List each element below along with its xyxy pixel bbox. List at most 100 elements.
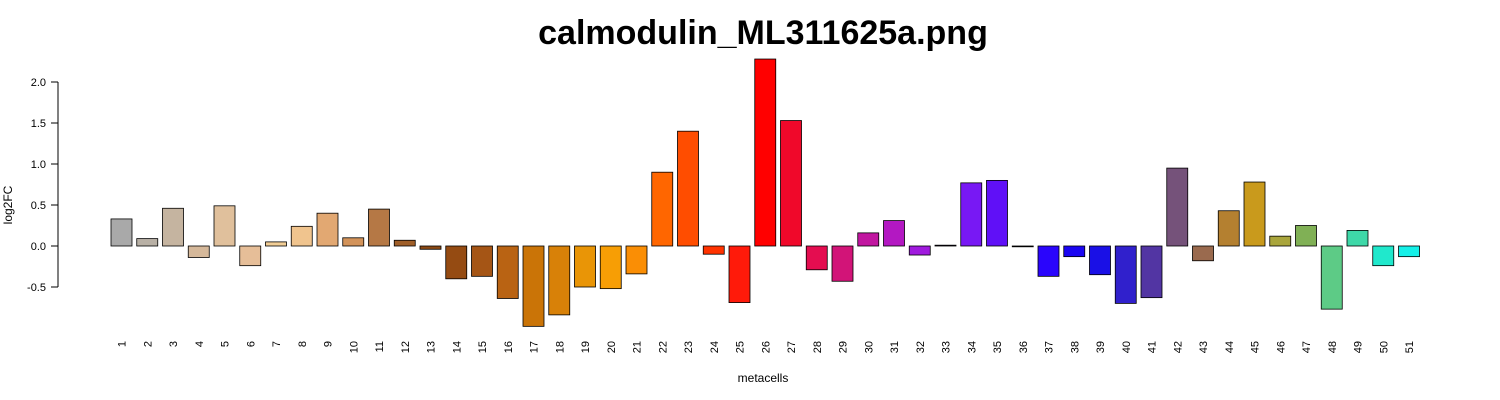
bar-metacell-11	[368, 208, 390, 247]
x-axis-label: metacells	[738, 371, 789, 385]
bar-metacell-3	[162, 207, 184, 247]
x-tick-label: 33	[941, 341, 953, 353]
bar-metacell-46	[1269, 235, 1292, 247]
x-tick-labels: 1 2 3 4 5 6 7 8 9 10 11 12 13 14 15 16 17 18 19 20 21 22 23 24 2…	[117, 341, 1417, 353]
bar-metacell-22	[651, 171, 674, 247]
x-tick-label: 26	[760, 341, 772, 353]
bar-metacell-28	[805, 245, 828, 271]
bar-metacell-29	[831, 245, 854, 282]
bar-metacell-15	[471, 245, 493, 277]
x-tick-label: 47	[1301, 341, 1313, 353]
bar-metacell-27	[780, 120, 802, 247]
bar-metacell-26	[754, 58, 777, 247]
x-tick-label: 34	[966, 341, 978, 353]
x-tick-label: 7	[271, 341, 283, 347]
bar-metacell-48	[1320, 245, 1343, 310]
y-tick-label: 0.0	[31, 241, 46, 253]
x-tick-label: 22	[657, 341, 669, 353]
bar-metacell-50	[1372, 245, 1395, 267]
x-tick-label: 13	[426, 341, 438, 353]
x-tick-label: 42	[1172, 341, 1184, 353]
x-tick-label: 6	[245, 341, 257, 347]
y-axis: -0.5 0.0 0.5 1.0 1.5 2.0	[27, 77, 59, 294]
y-tick-label: 1.5	[31, 118, 46, 130]
bar-metacell-8	[290, 225, 313, 247]
bar-metacell-37	[1037, 245, 1060, 277]
x-tick-label: 51	[1404, 341, 1416, 353]
bar-metacell-25	[728, 245, 751, 303]
x-tick-label: 41	[1147, 341, 1159, 353]
x-tick-label: 24	[709, 341, 721, 353]
x-tick-label: 2	[142, 341, 154, 347]
bar-metacell-13	[419, 245, 442, 250]
bar-metacell-24	[702, 245, 725, 255]
bar-metacell-19	[574, 245, 596, 288]
x-tick-label: 5	[220, 341, 232, 347]
bar-metacell-5	[213, 205, 236, 247]
x-tick-label: 11	[374, 341, 386, 352]
bar-metacell-40	[1114, 245, 1137, 304]
bar-metacell-4	[187, 245, 210, 258]
x-tick-label: 8	[297, 341, 309, 347]
x-tick-label: 15	[477, 341, 489, 353]
bar-metacell-12	[393, 239, 416, 247]
bar-metacell-14	[445, 245, 468, 280]
x-tick-label: 3	[168, 341, 180, 347]
bar-metacell-31	[883, 220, 905, 247]
x-tick-label: 29	[838, 341, 850, 353]
x-tick-label: 38	[1069, 341, 1081, 353]
bar-metacell-20	[599, 245, 622, 290]
x-tick-label: 40	[1121, 341, 1133, 353]
x-tick-label: 50	[1378, 341, 1390, 353]
bar-metacell-44	[1217, 210, 1240, 247]
bar-metacell-34	[960, 182, 983, 247]
x-tick-label: 10	[348, 341, 360, 353]
bar-metacell-2	[136, 238, 159, 247]
x-tick-label: 19	[580, 341, 592, 353]
bar-metacell-23	[677, 130, 699, 247]
bar-metacell-30	[857, 232, 880, 247]
bar-metacell-49	[1346, 230, 1369, 247]
x-tick-label: 31	[889, 341, 901, 353]
x-tick-label: 14	[451, 341, 463, 353]
y-tick-label: 0.5	[31, 200, 46, 212]
y-tick-label: -0.5	[27, 282, 46, 294]
x-tick-label: 23	[683, 341, 695, 353]
x-tick-label: 27	[786, 341, 798, 353]
bar-metacell-45	[1243, 181, 1266, 247]
x-tick-label: 21	[632, 341, 644, 353]
x-tick-label: 39	[1095, 341, 1107, 353]
bar-metacell-43	[1192, 245, 1214, 262]
x-tick-label: 45	[1250, 341, 1262, 353]
bar-metacell-41	[1140, 245, 1163, 299]
bar-metacell-47	[1295, 225, 1317, 247]
y-tick-label: 2.0	[31, 77, 46, 89]
x-tick-label: 43	[1198, 341, 1210, 353]
x-tick-label: 35	[992, 341, 1004, 353]
bar-metacell-16	[496, 245, 519, 299]
bar-metacell-32	[908, 245, 931, 256]
bar-metacell-17	[522, 245, 545, 327]
bar-metacell-51	[1398, 245, 1420, 258]
bar-metacell-9	[316, 212, 339, 247]
bar-metacell-10	[342, 237, 365, 247]
x-tick-label: 46	[1275, 341, 1287, 353]
x-tick-label: 48	[1327, 341, 1339, 353]
x-tick-label: 12	[400, 341, 412, 353]
x-tick-label: 37	[1044, 341, 1056, 353]
x-tick-label: 18	[554, 341, 566, 353]
x-tick-label: 25	[735, 341, 747, 353]
x-tick-label: 16	[503, 341, 515, 353]
chart-title: calmodulin_ML311625a.png	[538, 14, 988, 52]
bar-metacell-21	[625, 245, 648, 275]
x-tick-label: 1	[117, 341, 129, 347]
bar-metacell-33	[934, 244, 957, 247]
bar-metacell-36	[1011, 245, 1034, 248]
bar-metacell-42	[1166, 167, 1189, 247]
bar-metacell-1	[110, 218, 133, 247]
y-axis-label: log2FC	[1, 185, 15, 224]
bar-metacell-18	[548, 245, 571, 316]
bars-group	[110, 58, 1420, 327]
x-tick-label: 4	[194, 341, 206, 347]
bar-metacell-6	[239, 245, 262, 267]
